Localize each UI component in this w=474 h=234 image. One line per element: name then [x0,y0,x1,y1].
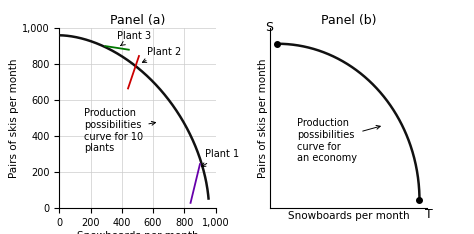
Text: Production
possibilities
curve for
an economy: Production possibilities curve for an ec… [297,118,380,163]
Text: T: T [425,208,433,221]
X-axis label: Snowboards per month: Snowboards per month [77,231,198,234]
Text: S: S [265,21,273,34]
Text: Plant 3: Plant 3 [117,31,151,46]
X-axis label: Snowboards per month: Snowboards per month [288,211,409,221]
Text: Production
possibilities
curve for 10
plants: Production possibilities curve for 10 pl… [84,108,155,153]
Text: Plant 1: Plant 1 [201,149,239,167]
Title: Panel (b): Panel (b) [321,14,376,27]
Title: Panel (a): Panel (a) [109,14,165,27]
Text: Plant 2: Plant 2 [142,47,181,62]
Y-axis label: Pairs of skis per month: Pairs of skis per month [9,58,19,178]
Y-axis label: Pairs of skis per month: Pairs of skis per month [257,58,267,178]
